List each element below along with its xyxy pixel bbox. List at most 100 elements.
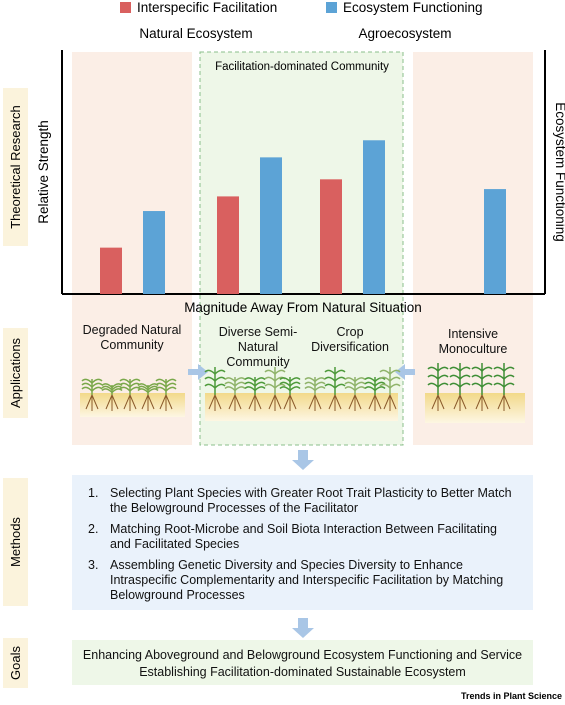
plant-leaf <box>204 369 226 375</box>
plant-leaf <box>471 366 493 372</box>
plant-leaf <box>155 386 177 392</box>
plant-leaf <box>493 366 515 372</box>
plant-root <box>268 394 282 411</box>
plant-root <box>368 394 382 411</box>
bar <box>260 157 282 294</box>
y-label: Relative Strength <box>36 120 51 224</box>
plant-leaf <box>471 374 493 380</box>
plant-leaf <box>81 382 103 388</box>
legend-label: Interspecific Facilitation <box>137 0 277 15</box>
plant-leaf <box>324 376 346 382</box>
method-number: 1. <box>88 486 99 500</box>
method-text: Selecting Plant Species with Greater Roo… <box>110 486 512 515</box>
plant-leaf <box>119 378 141 384</box>
plant-root <box>431 394 445 411</box>
row-label-box <box>3 478 28 606</box>
plant-leaf <box>344 386 366 392</box>
plant-root <box>159 394 173 411</box>
soil <box>205 393 398 421</box>
plant-leaf <box>449 374 471 380</box>
plant-leaf <box>344 381 366 387</box>
plant-leaf <box>471 382 493 388</box>
plant-leaf <box>427 366 449 372</box>
methods-list: 1. Selecting Plant Species with Greater R… <box>88 486 518 609</box>
plant-leaf <box>379 383 401 389</box>
row-label-box <box>3 88 28 246</box>
plant-leaf <box>264 369 286 375</box>
plant-root <box>248 394 262 411</box>
agro-panel <box>413 52 533 445</box>
application-label: Degraded Natural Community <box>82 323 182 352</box>
legend-swatch <box>326 2 337 13</box>
goal: Enhancing Aboveground and Belowground Ec… <box>82 648 523 662</box>
goal: Establishing Facilitation-dominated Sust… <box>139 665 466 679</box>
header: Agroecosystem <box>358 26 451 41</box>
plant-root <box>348 394 362 411</box>
application-label: Diverse Semi-Natural Community <box>218 325 298 369</box>
bar <box>100 247 122 294</box>
method-text: Assembling Genetic Diversity and Species… <box>110 558 504 602</box>
plant-root <box>141 394 155 411</box>
row-label: Theoretical Research <box>8 105 23 229</box>
plant-leaf <box>427 374 449 380</box>
plant-leaf <box>379 369 401 375</box>
plant-leaf <box>224 381 246 387</box>
bar <box>217 196 239 294</box>
plant-root <box>383 394 397 411</box>
bar <box>143 211 165 294</box>
row-label-box <box>3 328 28 418</box>
plant-leaf <box>493 374 515 380</box>
plant-leaf <box>279 381 301 387</box>
plant-leaf <box>279 377 301 383</box>
plant-root <box>228 394 242 411</box>
legend-label: Ecosystem Functioning <box>343 0 483 15</box>
bar <box>484 189 506 294</box>
plant-root <box>283 394 297 411</box>
plant-leaf <box>493 382 515 388</box>
plant-leaf <box>379 376 401 382</box>
plant-leaf <box>81 386 103 392</box>
plant-leaf <box>137 388 159 394</box>
plant-root <box>105 394 119 411</box>
plant-leaf <box>101 388 123 394</box>
application-label: Intensive Monoculture <box>438 327 508 356</box>
arrow <box>188 364 208 380</box>
soil <box>425 393 525 423</box>
arrow <box>395 364 415 380</box>
plant-leaf <box>449 366 471 372</box>
header: Facilitation-dominated Community <box>215 61 389 73</box>
plant-leaf <box>244 377 266 383</box>
plant-leaf <box>304 381 326 387</box>
method-item: 1. Selecting Plant Species with Greater R… <box>88 486 518 516</box>
method-item: 3. Assembling Genetic Diversity and Speci… <box>88 558 518 603</box>
goals-box <box>72 640 533 685</box>
plant-leaf <box>81 378 103 384</box>
soil <box>80 393 185 417</box>
header: Natural Ecosystem <box>139 26 252 41</box>
plant-leaf <box>449 382 471 388</box>
arrow <box>292 450 314 470</box>
method-number: 3. <box>88 558 99 572</box>
plant-leaf <box>304 386 326 392</box>
row-label: Applications <box>8 337 23 408</box>
plant-root <box>208 394 222 411</box>
legend-swatch <box>120 2 131 13</box>
row-label: Methods <box>8 517 23 567</box>
method-item: 2. Matching Root-Microbe and Soil Biota I… <box>88 522 518 552</box>
plant-leaf <box>204 383 226 389</box>
plant-root <box>308 394 322 411</box>
plant-leaf <box>304 377 326 383</box>
plant-leaf <box>244 381 266 387</box>
method-text: Matching Root-Microbe and Soil Biota Int… <box>110 522 498 551</box>
plant-root <box>328 394 342 411</box>
bar <box>320 179 342 294</box>
plant-root <box>475 394 489 411</box>
bar <box>363 140 385 294</box>
plant-leaf <box>101 383 123 389</box>
plant-root <box>497 394 511 411</box>
plant-leaf <box>324 369 346 375</box>
method-number: 2. <box>88 522 99 536</box>
plant-leaf <box>119 386 141 392</box>
